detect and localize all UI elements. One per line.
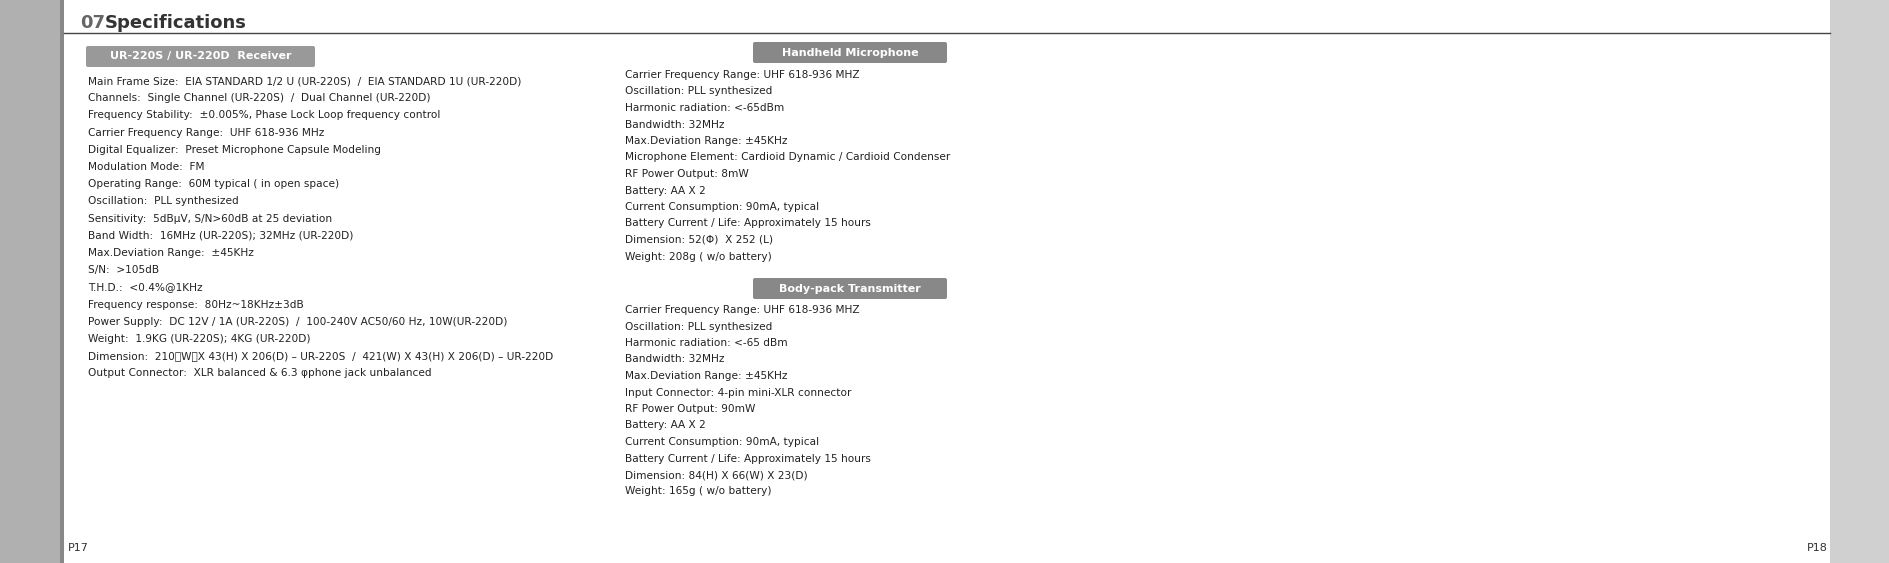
Text: Dimension: 52(Φ)  X 252 (L): Dimension: 52(Φ) X 252 (L) bbox=[625, 235, 773, 245]
Text: S/N:  >105dB: S/N: >105dB bbox=[89, 265, 159, 275]
Text: Carrier Frequency Range: UHF 618-936 MHZ: Carrier Frequency Range: UHF 618-936 MHZ bbox=[625, 70, 859, 80]
Text: Harmonic radiation: <-65 dBm: Harmonic radiation: <-65 dBm bbox=[625, 338, 788, 348]
Text: Battery: AA X 2: Battery: AA X 2 bbox=[625, 185, 705, 195]
Text: Max.Deviation Range: ±45KHz: Max.Deviation Range: ±45KHz bbox=[625, 371, 788, 381]
Text: Digital Equalizer:  Preset Microphone Capsule Modeling: Digital Equalizer: Preset Microphone Cap… bbox=[89, 145, 382, 155]
Text: Band Width:  16MHz (UR-220S); 32MHz (UR-220D): Band Width: 16MHz (UR-220S); 32MHz (UR-2… bbox=[89, 231, 353, 241]
Text: Sensitivity:  5dBμV, S/N>60dB at 25 deviation: Sensitivity: 5dBμV, S/N>60dB at 25 devia… bbox=[89, 213, 332, 224]
Text: Output Connector:  XLR balanced & 6.3 φphone jack unbalanced: Output Connector: XLR balanced & 6.3 φph… bbox=[89, 368, 431, 378]
FancyBboxPatch shape bbox=[87, 46, 315, 67]
Text: RF Power Output: 90mW: RF Power Output: 90mW bbox=[625, 404, 756, 414]
Text: Carrier Frequency Range: UHF 618-936 MHZ: Carrier Frequency Range: UHF 618-936 MHZ bbox=[625, 305, 859, 315]
Text: Handheld Microphone: Handheld Microphone bbox=[782, 47, 918, 57]
Text: Oscillation: PLL synthesized: Oscillation: PLL synthesized bbox=[625, 321, 773, 332]
Text: Harmonic radiation: <-65dBm: Harmonic radiation: <-65dBm bbox=[625, 103, 784, 113]
Text: Bandwidth: 32MHz: Bandwidth: 32MHz bbox=[625, 355, 723, 364]
Text: Channels:  Single Channel (UR-220S)  /  Dual Channel (UR-220D): Channels: Single Channel (UR-220S) / Dua… bbox=[89, 93, 431, 103]
Text: Bandwidth: 32MHz: Bandwidth: 32MHz bbox=[625, 119, 723, 129]
Text: Modulation Mode:  FM: Modulation Mode: FM bbox=[89, 162, 204, 172]
Text: Current Consumption: 90mA, typical: Current Consumption: 90mA, typical bbox=[625, 202, 818, 212]
Text: Dimension: 84(H) X 66(W) X 23(D): Dimension: 84(H) X 66(W) X 23(D) bbox=[625, 470, 807, 480]
Text: Battery: AA X 2: Battery: AA X 2 bbox=[625, 421, 705, 431]
Text: P18: P18 bbox=[1806, 543, 1827, 553]
Text: Operating Range:  60M typical ( in open space): Operating Range: 60M typical ( in open s… bbox=[89, 179, 338, 189]
Text: Microphone Element: Cardioid Dynamic / Cardioid Condenser: Microphone Element: Cardioid Dynamic / C… bbox=[625, 153, 950, 163]
Text: Weight: 165g ( w/o battery): Weight: 165g ( w/o battery) bbox=[625, 486, 771, 497]
Text: Oscillation: PLL synthesized: Oscillation: PLL synthesized bbox=[625, 87, 773, 96]
Text: Battery Current / Life: Approximately 15 hours: Battery Current / Life: Approximately 15… bbox=[625, 218, 871, 229]
Text: UR-220S / UR-220D  Receiver: UR-220S / UR-220D Receiver bbox=[110, 51, 291, 61]
Text: Current Consumption: 90mA, typical: Current Consumption: 90mA, typical bbox=[625, 437, 818, 447]
Text: Carrier Frequency Range:  UHF 618-936 MHz: Carrier Frequency Range: UHF 618-936 MHz bbox=[89, 128, 325, 137]
Text: Frequency Stability:  ±0.005%, Phase Lock Loop frequency control: Frequency Stability: ±0.005%, Phase Lock… bbox=[89, 110, 440, 120]
Text: RF Power Output: 8mW: RF Power Output: 8mW bbox=[625, 169, 748, 179]
Text: P17: P17 bbox=[68, 543, 89, 553]
Text: Max.Deviation Range:  ±45KHz: Max.Deviation Range: ±45KHz bbox=[89, 248, 253, 258]
Text: Power Supply:  DC 12V / 1A (UR-220S)  /  100-240V AC50/60 Hz, 10W(UR-220D): Power Supply: DC 12V / 1A (UR-220S) / 10… bbox=[89, 317, 506, 327]
Text: Body-pack Transmitter: Body-pack Transmitter bbox=[778, 284, 920, 293]
Text: Weight: 208g ( w/o battery): Weight: 208g ( w/o battery) bbox=[625, 252, 771, 261]
Text: Dimension:  210（W）X 43(H) X 206(D) – UR-220S  /  421(W) X 43(H) X 206(D) – UR-22: Dimension: 210（W）X 43(H) X 206(D) – UR-2… bbox=[89, 351, 553, 361]
Text: 07: 07 bbox=[79, 14, 106, 32]
Bar bbox=[0, 0, 60, 563]
Text: Specifications: Specifications bbox=[106, 14, 247, 32]
Text: Oscillation:  PLL synthesized: Oscillation: PLL synthesized bbox=[89, 196, 238, 207]
Text: Input Connector: 4-pin mini-XLR connector: Input Connector: 4-pin mini-XLR connecto… bbox=[625, 387, 850, 397]
Bar bbox=[60, 0, 64, 563]
Text: Max.Deviation Range: ±45KHz: Max.Deviation Range: ±45KHz bbox=[625, 136, 788, 146]
FancyBboxPatch shape bbox=[752, 42, 946, 63]
Bar bbox=[1829, 0, 1889, 563]
Text: Weight:  1.9KG (UR-220S); 4KG (UR-220D): Weight: 1.9KG (UR-220S); 4KG (UR-220D) bbox=[89, 334, 310, 344]
Text: Frequency response:  80Hz~18KHz±3dB: Frequency response: 80Hz~18KHz±3dB bbox=[89, 300, 304, 310]
FancyBboxPatch shape bbox=[752, 278, 946, 299]
Text: Battery Current / Life: Approximately 15 hours: Battery Current / Life: Approximately 15… bbox=[625, 454, 875, 463]
Text: T.H.D.:  <0.4%@1KHz: T.H.D.: <0.4%@1KHz bbox=[89, 283, 202, 292]
Text: Main Frame Size:  EIA STANDARD 1/2 U (UR-220S)  /  EIA STANDARD 1U (UR-220D): Main Frame Size: EIA STANDARD 1/2 U (UR-… bbox=[89, 76, 521, 86]
